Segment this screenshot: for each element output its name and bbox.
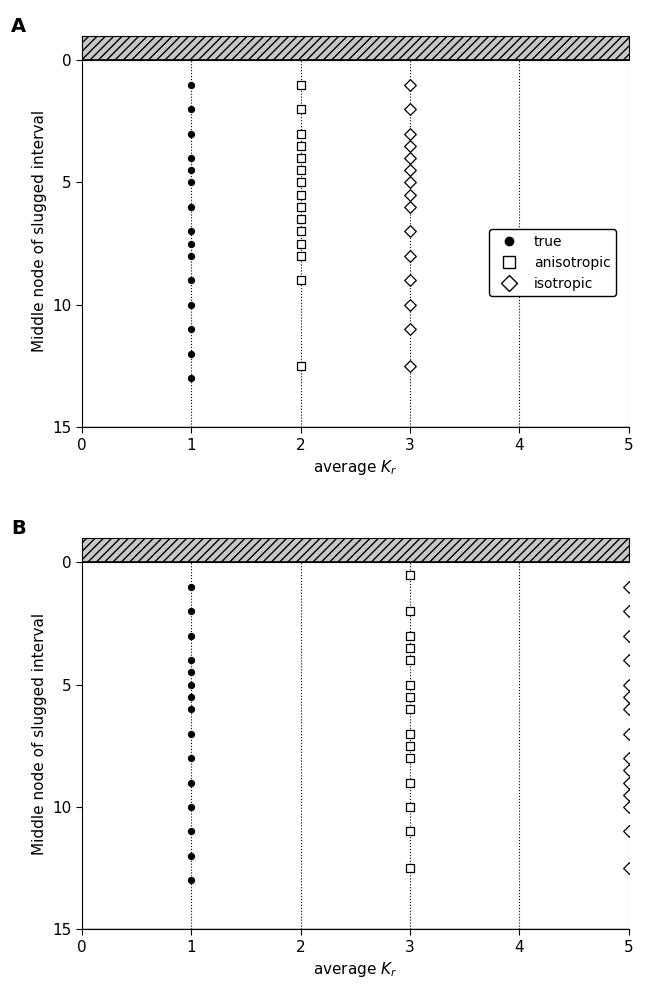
Point bbox=[623, 861, 634, 876]
Point bbox=[405, 322, 415, 338]
Point bbox=[296, 199, 306, 215]
Point bbox=[187, 726, 197, 742]
Point bbox=[296, 187, 306, 203]
Point bbox=[296, 102, 306, 118]
Point bbox=[187, 604, 197, 620]
Point bbox=[187, 824, 197, 840]
Point bbox=[187, 322, 197, 338]
Point bbox=[405, 824, 415, 840]
Point bbox=[623, 579, 634, 595]
Point bbox=[187, 102, 197, 118]
Point bbox=[405, 199, 415, 215]
Point bbox=[623, 604, 634, 620]
Point bbox=[405, 775, 415, 791]
Point bbox=[187, 125, 197, 141]
Point bbox=[296, 77, 306, 93]
Point bbox=[296, 150, 306, 166]
Bar bbox=[82, 36, 629, 60]
Text: B: B bbox=[11, 519, 26, 538]
Point bbox=[187, 174, 197, 190]
Point bbox=[405, 150, 415, 166]
Point bbox=[405, 726, 415, 742]
X-axis label: average $K_r$: average $K_r$ bbox=[313, 960, 397, 979]
Point bbox=[405, 652, 415, 668]
Point bbox=[296, 211, 306, 227]
Point bbox=[187, 664, 197, 680]
Point bbox=[405, 627, 415, 643]
Point bbox=[296, 358, 306, 374]
Text: A: A bbox=[11, 17, 26, 36]
Point bbox=[187, 579, 197, 595]
Point bbox=[623, 775, 634, 791]
Point bbox=[187, 848, 197, 864]
Point bbox=[405, 676, 415, 692]
Bar bbox=[82, 538, 629, 563]
Point bbox=[296, 248, 306, 264]
Point bbox=[623, 824, 634, 840]
Point bbox=[296, 174, 306, 190]
Point bbox=[405, 799, 415, 815]
Point bbox=[405, 640, 415, 656]
Point bbox=[623, 726, 634, 742]
Point bbox=[623, 652, 634, 668]
Point bbox=[187, 689, 197, 705]
Point bbox=[405, 125, 415, 141]
Point bbox=[187, 872, 197, 888]
Point bbox=[187, 236, 197, 252]
Point bbox=[623, 750, 634, 766]
Point bbox=[187, 775, 197, 791]
Point bbox=[405, 358, 415, 374]
Y-axis label: Middle node of slugged interval: Middle node of slugged interval bbox=[32, 111, 47, 353]
Y-axis label: Middle node of slugged interval: Middle node of slugged interval bbox=[32, 613, 47, 855]
Point bbox=[405, 174, 415, 190]
Point bbox=[405, 738, 415, 754]
Point bbox=[187, 272, 197, 288]
Point bbox=[187, 162, 197, 178]
Point bbox=[187, 77, 197, 93]
Point bbox=[296, 137, 306, 153]
Point bbox=[405, 248, 415, 264]
Point bbox=[187, 627, 197, 643]
Point bbox=[296, 223, 306, 239]
Point bbox=[405, 272, 415, 288]
Point bbox=[187, 223, 197, 239]
Point bbox=[296, 236, 306, 252]
Point bbox=[187, 750, 197, 766]
Point bbox=[187, 652, 197, 668]
Point bbox=[405, 137, 415, 153]
Point bbox=[187, 248, 197, 264]
Point bbox=[623, 762, 634, 778]
Point bbox=[405, 162, 415, 178]
Point bbox=[623, 787, 634, 803]
Point bbox=[405, 567, 415, 583]
Point bbox=[405, 689, 415, 705]
Point bbox=[187, 676, 197, 692]
Point bbox=[187, 199, 197, 215]
Legend: true, anisotropic, isotropic: true, anisotropic, isotropic bbox=[489, 229, 616, 296]
Point bbox=[405, 861, 415, 876]
Point bbox=[623, 676, 634, 692]
Point bbox=[623, 701, 634, 717]
Point bbox=[187, 799, 197, 815]
Point bbox=[187, 346, 197, 362]
Point bbox=[296, 162, 306, 178]
Point bbox=[405, 77, 415, 93]
Point bbox=[405, 102, 415, 118]
Point bbox=[405, 750, 415, 766]
Point bbox=[405, 604, 415, 620]
Point bbox=[187, 150, 197, 166]
Point bbox=[187, 297, 197, 313]
Point bbox=[623, 689, 634, 705]
Point bbox=[623, 627, 634, 643]
Point bbox=[296, 272, 306, 288]
Point bbox=[405, 701, 415, 717]
Point bbox=[187, 371, 197, 386]
X-axis label: average $K_r$: average $K_r$ bbox=[313, 458, 397, 477]
Point bbox=[405, 187, 415, 203]
Point bbox=[187, 701, 197, 717]
Point bbox=[623, 799, 634, 815]
Point bbox=[405, 297, 415, 313]
Point bbox=[405, 223, 415, 239]
Point bbox=[296, 125, 306, 141]
